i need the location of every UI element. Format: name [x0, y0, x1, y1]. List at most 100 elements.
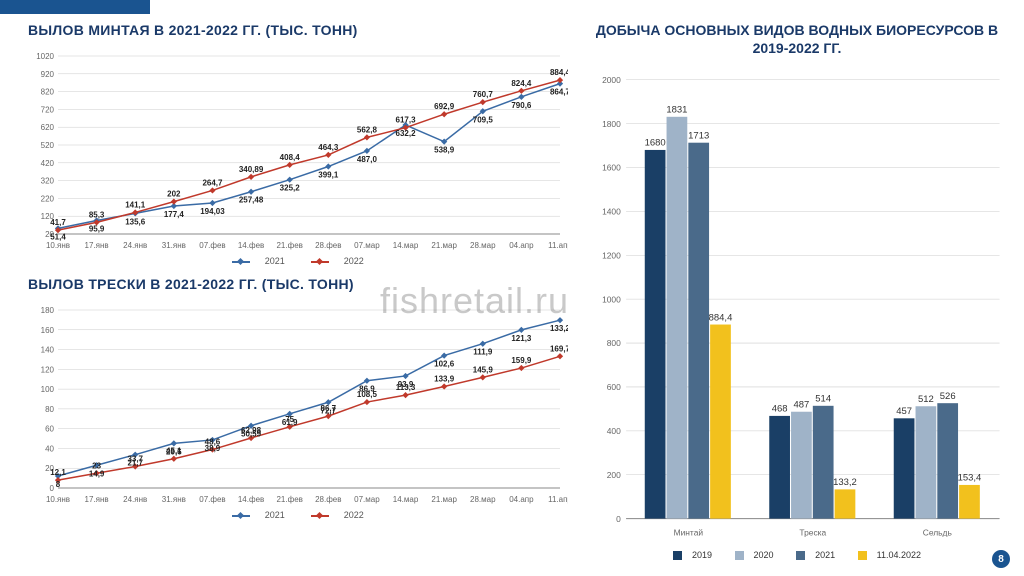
svg-text:21,7: 21,7: [127, 459, 143, 468]
svg-text:600: 600: [607, 382, 621, 392]
svg-text:632,2: 632,2: [396, 129, 417, 138]
svg-text:884,4: 884,4: [709, 312, 733, 323]
svg-text:824,4: 824,4: [511, 79, 532, 88]
svg-text:159,9: 159,9: [511, 356, 532, 365]
svg-text:160: 160: [41, 326, 55, 335]
svg-text:8: 8: [56, 480, 61, 489]
svg-text:468: 468: [772, 404, 788, 415]
svg-text:884,4: 884,4: [550, 68, 568, 77]
svg-text:1020: 1020: [36, 52, 54, 61]
svg-text:180: 180: [41, 306, 55, 315]
svg-text:38,9: 38,9: [205, 444, 221, 453]
svg-text:10.янв: 10.янв: [46, 495, 70, 504]
chart1: 20120220320420520620720820920102010.янв1…: [28, 46, 568, 254]
svg-text:1600: 1600: [602, 163, 621, 173]
svg-text:80: 80: [45, 405, 54, 414]
svg-text:820: 820: [41, 88, 55, 97]
svg-text:72,7: 72,7: [321, 406, 337, 415]
svg-text:51,4: 51,4: [50, 232, 66, 241]
svg-text:760,7: 760,7: [473, 90, 494, 99]
svg-text:28.мар: 28.мар: [470, 241, 496, 250]
svg-text:14.мар: 14.мар: [393, 495, 419, 504]
svg-text:720: 720: [41, 105, 55, 114]
svg-text:692,9: 692,9: [434, 102, 455, 111]
svg-text:24.янв: 24.янв: [123, 495, 147, 504]
svg-text:194,03: 194,03: [200, 207, 225, 216]
svg-text:325,2: 325,2: [280, 184, 301, 193]
bar-title: ДОБЫЧА ОСНОВНЫХ ВИДОВ ВОДНЫХ БИОРЕСУРСОВ…: [586, 22, 1008, 57]
svg-text:28.фев: 28.фев: [315, 495, 341, 504]
svg-text:790,6: 790,6: [511, 101, 532, 110]
svg-text:320: 320: [41, 177, 55, 186]
svg-text:07.мар: 07.мар: [354, 241, 380, 250]
chart1-legend: 2021 2022: [28, 256, 568, 266]
svg-text:31.янв: 31.янв: [162, 495, 186, 504]
svg-text:10.янв: 10.янв: [46, 241, 70, 250]
svg-text:14.фев: 14.фев: [238, 495, 264, 504]
svg-text:420: 420: [41, 159, 55, 168]
svg-text:111,9: 111,9: [473, 348, 493, 357]
svg-text:408,4: 408,4: [280, 153, 301, 162]
svg-text:709,5: 709,5: [473, 115, 494, 124]
svg-text:12,1: 12,1: [50, 468, 66, 477]
svg-text:257,48: 257,48: [239, 196, 264, 205]
svg-text:140: 140: [41, 346, 55, 355]
bar-legend: 2019 2020 2021 11.04.2022: [586, 550, 1008, 560]
svg-text:04.апр: 04.апр: [509, 241, 534, 250]
svg-text:Сельдь: Сельдь: [923, 527, 953, 537]
svg-text:28.фев: 28.фев: [315, 241, 341, 250]
svg-text:464,3: 464,3: [318, 143, 339, 152]
svg-text:1000: 1000: [602, 294, 621, 304]
svg-text:17.янв: 17.янв: [85, 495, 109, 504]
svg-text:141,1: 141,1: [125, 200, 146, 209]
svg-text:28.мар: 28.мар: [470, 495, 496, 504]
svg-text:920: 920: [41, 70, 55, 79]
svg-text:487: 487: [793, 400, 809, 411]
svg-text:50,59: 50,59: [241, 430, 262, 439]
svg-text:1831: 1831: [666, 105, 687, 116]
svg-text:864,7: 864,7: [550, 88, 568, 97]
svg-text:800: 800: [607, 338, 621, 348]
svg-text:135,6: 135,6: [125, 217, 146, 226]
svg-text:1800: 1800: [602, 119, 621, 129]
svg-text:07.фев: 07.фев: [199, 495, 225, 504]
svg-text:133,2: 133,2: [550, 324, 568, 333]
chart1-title: ВЫЛОВ МИНТАЯ В 2021-2022 ГГ. (ТЫС. ТОНН): [28, 22, 568, 38]
svg-text:487,0: 487,0: [357, 155, 378, 164]
svg-text:21.мар: 21.мар: [431, 495, 457, 504]
svg-text:41,7: 41,7: [50, 218, 66, 227]
svg-text:100: 100: [41, 385, 55, 394]
bar-chart: 0200400600800100012001400160018002000168…: [586, 63, 1008, 546]
svg-text:1680: 1680: [645, 138, 666, 149]
svg-text:520: 520: [41, 141, 55, 150]
svg-text:1200: 1200: [602, 250, 621, 260]
svg-text:620: 620: [41, 123, 55, 132]
svg-text:562,8: 562,8: [357, 125, 378, 134]
svg-text:21.фев: 21.фев: [276, 495, 302, 504]
svg-text:399,1: 399,1: [318, 171, 339, 180]
svg-text:1400: 1400: [602, 207, 621, 217]
svg-text:169,7: 169,7: [550, 344, 568, 353]
svg-text:512: 512: [918, 394, 934, 405]
svg-text:31.янв: 31.янв: [162, 241, 186, 250]
chart2-title: ВЫЛОВ ТРЕСКИ В 2021-2022 ГГ. (ТЫС. ТОНН): [28, 276, 568, 292]
svg-text:Минтай: Минтай: [674, 527, 704, 537]
svg-text:07.мар: 07.мар: [354, 495, 380, 504]
svg-text:202: 202: [167, 190, 181, 199]
svg-text:102,6: 102,6: [434, 360, 455, 369]
svg-text:85,3: 85,3: [89, 210, 105, 219]
page-number: 8: [992, 550, 1010, 568]
svg-text:04.апр: 04.апр: [509, 495, 534, 504]
svg-text:145,9: 145,9: [473, 365, 494, 374]
svg-text:264,7: 264,7: [202, 178, 223, 187]
svg-text:133,2: 133,2: [833, 477, 857, 488]
svg-text:0: 0: [50, 484, 55, 493]
svg-text:457: 457: [896, 406, 912, 417]
svg-text:21.мар: 21.мар: [431, 241, 457, 250]
svg-text:2000: 2000: [602, 75, 621, 85]
svg-text:86,9: 86,9: [359, 385, 375, 394]
svg-text:1713: 1713: [688, 130, 709, 141]
svg-text:60: 60: [45, 425, 54, 434]
svg-text:177,4: 177,4: [164, 210, 185, 219]
svg-text:93,9: 93,9: [398, 380, 414, 389]
